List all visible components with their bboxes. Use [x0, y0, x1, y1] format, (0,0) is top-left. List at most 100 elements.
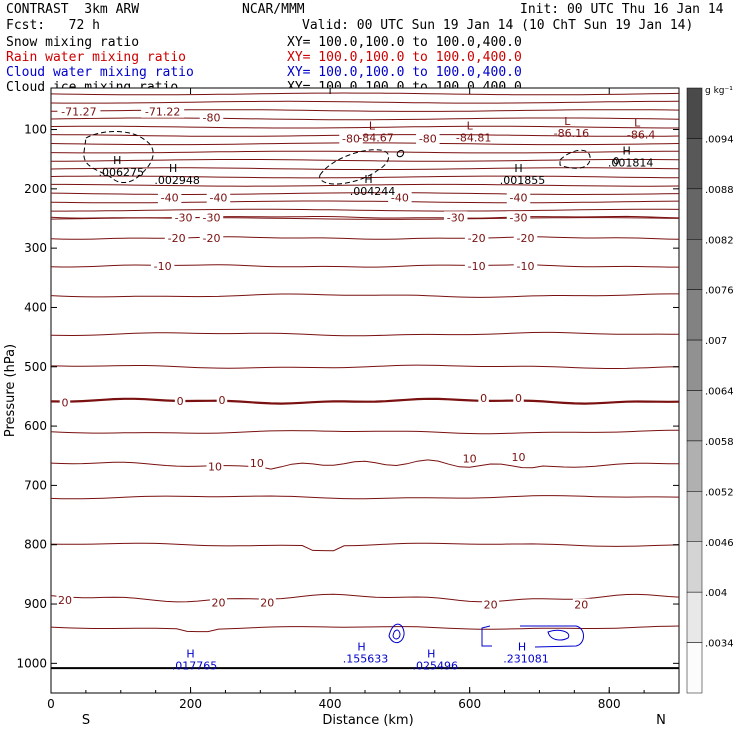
extremum-marker: H	[623, 144, 631, 157]
field-cloud-water-name: Cloud water mixing ratio	[6, 65, 194, 80]
temperature-label-bg	[216, 393, 228, 406]
temperature-label: -10	[154, 260, 172, 273]
y-tick-label: 900	[24, 597, 47, 611]
colorbar-swatch	[686, 491, 703, 543]
temperature-label: -40	[391, 192, 409, 205]
colorbar-tick-label: .0058	[705, 437, 734, 448]
temperature-label-bg	[141, 105, 185, 118]
colorbar-tick-label: .0064	[705, 387, 734, 398]
extremum-marker: L	[634, 117, 641, 130]
colorbar-swatch	[686, 390, 703, 442]
temperature-label-bg	[209, 596, 227, 609]
temperature-label: -30	[203, 211, 221, 224]
extremum-marker: H	[113, 154, 121, 167]
y-axis-label: Pressure (hPa)	[3, 344, 18, 437]
x-tick-label: 200	[179, 697, 202, 711]
field-cloud-water-xy: XY= 100.0,100.0 to 100.0,400.0	[287, 65, 522, 80]
temperature-label-bg	[464, 259, 489, 272]
y-tick-label: 300	[24, 241, 47, 255]
extremum-marker: H	[357, 640, 365, 653]
temperature-label-bg	[206, 191, 231, 204]
temperature-contour-line	[50, 142, 680, 146]
temperature-label: 10	[463, 453, 477, 466]
ice-cloud-outline	[83, 131, 154, 183]
extremum-value: .155633	[343, 652, 389, 665]
temperature-label: 10	[250, 457, 264, 470]
ice-cloud-outline	[613, 157, 619, 165]
temperature-label-bg	[572, 598, 590, 611]
temperature-label: 20	[260, 596, 274, 609]
colorbar-tick-label: .0046	[705, 538, 734, 549]
x-tick-label: 0	[47, 697, 55, 711]
temperature-label-bg	[150, 259, 175, 272]
temperature-label: -40	[161, 192, 179, 205]
temperature-label-bg	[59, 396, 71, 409]
temperature-label-bg	[482, 598, 500, 611]
colorbar-tick-label: .0034	[705, 639, 734, 650]
temperature-contour-line	[50, 429, 680, 435]
temperature-label: -20	[168, 232, 186, 245]
temperature-label-bg	[206, 460, 224, 473]
y-tick-label: 100	[24, 123, 47, 137]
extremum-value: .006275	[99, 166, 145, 179]
valid-time: Valid: 00 UTC Sun 19 Jan 14 (10 ChT Sun …	[302, 18, 694, 33]
cloud-water-outline	[388, 623, 405, 644]
temperature-label-bg	[157, 191, 182, 204]
temperature-contour-line	[50, 150, 680, 154]
x-tick-label: 600	[458, 697, 481, 711]
temperature-contour-line	[51, 208, 680, 212]
x-end-label-south: S	[82, 713, 90, 728]
temperature-label: -20	[468, 232, 486, 245]
colorbar-tick-label: .0076	[705, 286, 734, 297]
temperature-label: -10	[517, 260, 535, 273]
extrema-labels: L-84.67L-84.81L-86.16L-86.4H.006275 H.002…	[99, 115, 656, 673]
temperature-contour-line	[51, 183, 680, 187]
temperature-label-bg	[513, 232, 538, 245]
temperature-contour-10	[50, 459, 680, 470]
temperature-label-bg	[164, 232, 189, 245]
x-end-label-north: N	[656, 713, 666, 728]
extremum-marker: H	[364, 173, 372, 186]
extremum-marker: H	[427, 647, 435, 660]
colorbar-swatch	[686, 289, 703, 341]
temperature-label-bg	[510, 450, 528, 463]
extremum-marker: L	[467, 120, 474, 133]
temperature-contour--20	[50, 236, 680, 240]
temperature-contour-line	[50, 200, 680, 204]
temperature-contour-line	[50, 364, 680, 369]
temperature-label: 0	[218, 394, 225, 407]
colorbar-tick-label: .007	[705, 336, 727, 347]
temperature-contour-line	[50, 117, 680, 121]
cloud-water-outline	[481, 625, 584, 648]
temperature-label: 0	[515, 392, 522, 405]
temperature-label-bg	[339, 132, 363, 145]
temperature-label: -40	[209, 192, 227, 205]
colorbar-tick-label: .0052	[705, 487, 734, 498]
temperature-label: -71.22	[145, 106, 180, 119]
temperature-contour-line	[50, 293, 679, 298]
temperature-label: 0	[177, 395, 184, 408]
ice-cloud-outline	[396, 149, 405, 158]
cloud-water-outline	[392, 629, 401, 640]
field-rain-name: Rain water mixing ratio	[6, 50, 187, 65]
extremum-value: .002948	[154, 174, 200, 187]
temperature-contour-line	[51, 159, 680, 162]
colorbar-swatch	[686, 541, 703, 593]
temperature-contour-line	[50, 495, 680, 500]
forecast-hour: Fcst: 72 h	[6, 18, 100, 33]
colorbar-tick-label: .004	[705, 588, 727, 599]
temperature-label: 20	[58, 594, 72, 607]
temperature-label-bg	[464, 232, 489, 245]
y-tick-label: 400	[24, 300, 47, 314]
temperature-label: 10	[512, 451, 526, 464]
cloud-outlines	[83, 131, 619, 648]
extremum-marker: L	[369, 120, 376, 133]
field-snow-name: Snow mixing ratio	[6, 35, 140, 50]
temperature-contour-line	[50, 134, 680, 137]
temperature-label-bg	[56, 593, 74, 606]
field-rain-xy: XY= 100.0,100.0 to 100.0,400.0	[287, 50, 522, 65]
temperature-label: 0	[61, 396, 68, 409]
extremum-value: -86.16	[554, 127, 589, 140]
colorbar: .0094 .0088 .0082 .0076 .007 .0064 .0058 .0052.…	[686, 86, 734, 694]
